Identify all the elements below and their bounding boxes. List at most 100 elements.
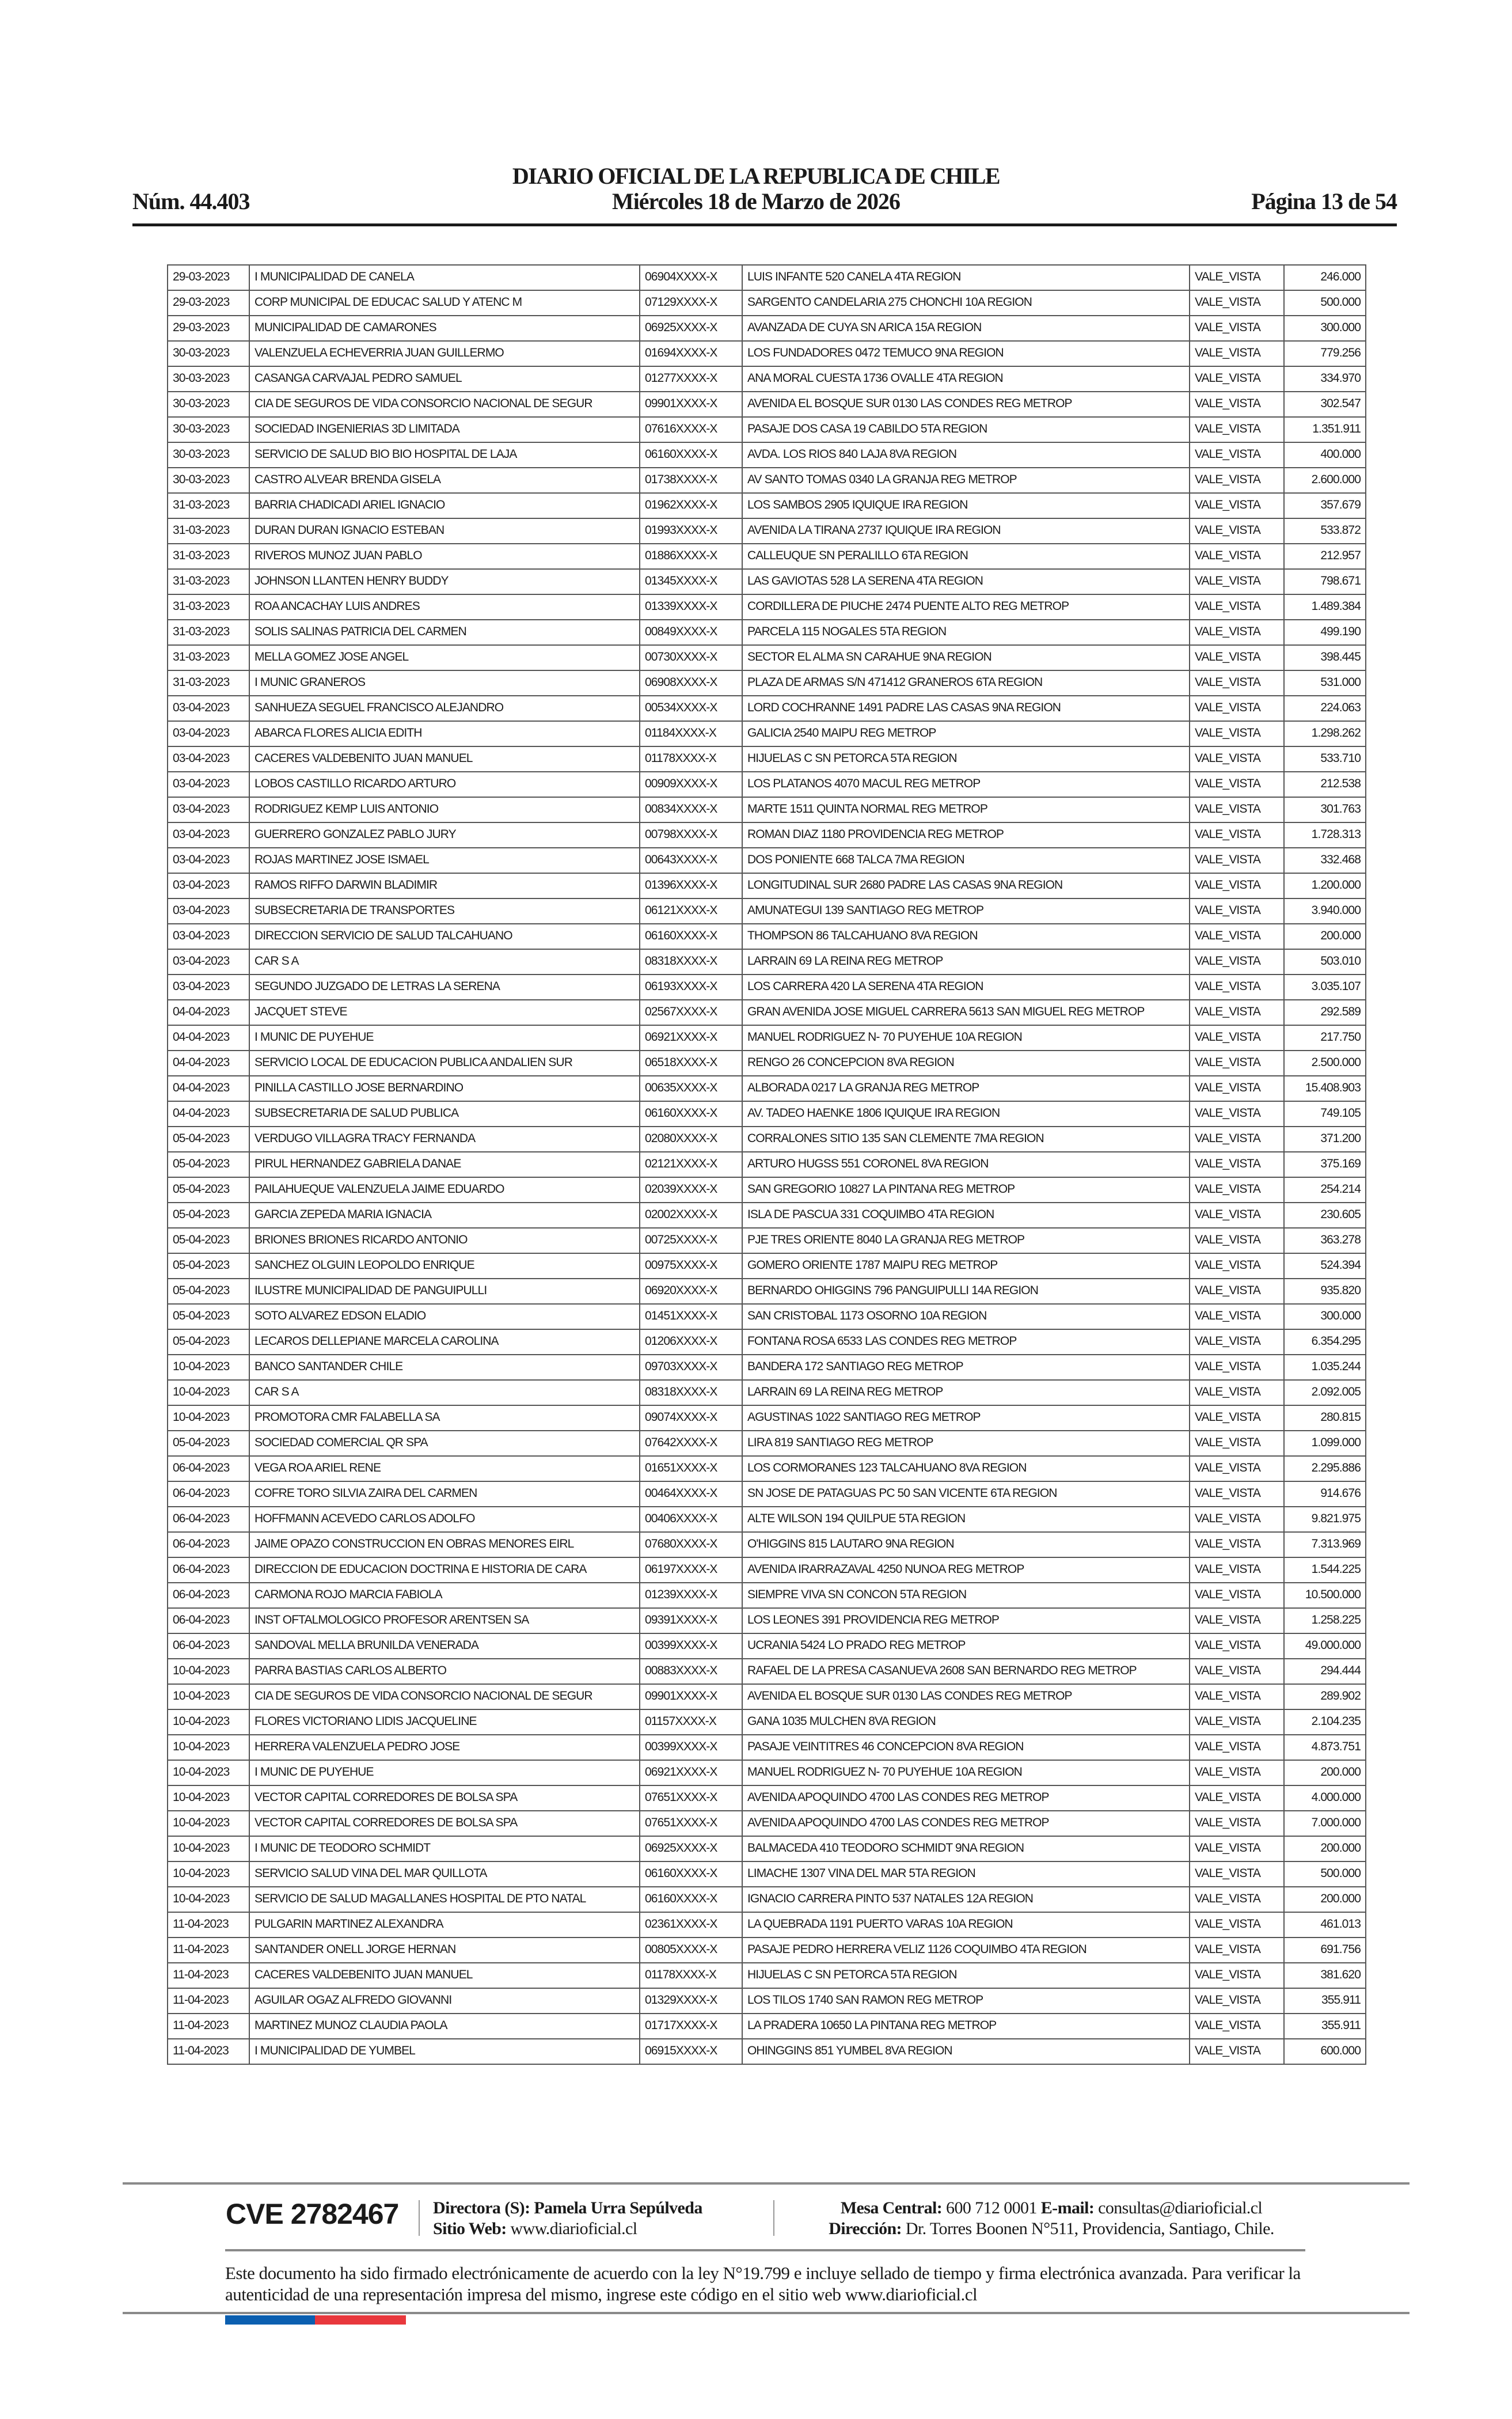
payee-cell: CASTRO ALVEAR BRENDA GISELA	[249, 467, 640, 494]
amount-cell: 49.000.000	[1283, 1633, 1366, 1659]
address-cell: AVANZADA DE CUYA SN ARICA 15A REGION	[742, 315, 1190, 342]
payee-cell: JACQUET STEVE	[249, 999, 640, 1026]
amount-cell: 357.679	[1283, 492, 1366, 519]
table-row: 10-04-2023 SERVICIO SALUD VINA DEL MAR QU…	[167, 1861, 1366, 1887]
rut-cell: 06925XXXX-X	[639, 1836, 743, 1862]
date-cell: 04-04-2023	[167, 999, 250, 1026]
rut-cell: 06920XXXX-X	[639, 1278, 743, 1305]
amount-cell: 334.970	[1283, 366, 1366, 392]
date-cell: 03-04-2023	[167, 898, 250, 924]
address-cell: SARGENTO CANDELARIA 275 CHONCHI 10A REGI…	[742, 290, 1190, 316]
table-row: 06-04-2023 HOFFMANN ACEVEDO CARLOS ADOLFO…	[167, 1506, 1366, 1533]
payment-type-cell: VALE_VISTA	[1189, 1658, 1285, 1685]
payee-cell: CAR S A	[249, 1379, 640, 1406]
address-cell: SN JOSE DE PATAGUAS PC 50 SAN VICENTE 6T…	[742, 1481, 1190, 1507]
amount-cell: 500.000	[1283, 290, 1366, 316]
address-cell: BANDERA 172 SANTIAGO REG METROP	[742, 1354, 1190, 1381]
table-row: 10-04-2023 PARRA BASTIAS CARLOS ALBERTO 00…	[167, 1658, 1366, 1685]
rut-cell: 02567XXXX-X	[639, 999, 743, 1026]
amount-cell: 7.000.000	[1283, 1810, 1366, 1837]
address-cell: SAN CRISTOBAL 1173 OSORNO 10A REGION	[742, 1303, 1190, 1330]
rut-cell: 06915XXXX-X	[639, 2038, 743, 2065]
address-cell: LARRAIN 69 LA REINA REG METROP	[742, 949, 1190, 975]
cve-code: CVE 2782467	[226, 2198, 399, 2230]
address-cell: PASAJE PEDRO HERRERA VELIZ 1126 COQUIMBO…	[742, 1937, 1190, 1963]
payee-cell: MARTINEZ MUNOZ CLAUDIA PAOLA	[249, 2013, 640, 2039]
date-cell: 10-04-2023	[167, 1354, 250, 1381]
amount-cell: 4.873.751	[1283, 1734, 1366, 1761]
website-link[interactable]: www.diarioficial.cl	[510, 2219, 638, 2238]
address-cell: FONTANA ROSA 6533 LAS CONDES REG METROP	[742, 1329, 1190, 1355]
payee-cell: SOCIEDAD COMERCIAL QR SPA	[249, 1430, 640, 1457]
payment-type-cell: VALE_VISTA	[1189, 1912, 1285, 1938]
address-cell: AVENIDA APOQUINDO 4700 LAS CONDES REG ME…	[742, 1785, 1190, 1811]
address-cell: LOS LEONES 391 PROVIDENCIA REG METROP	[742, 1607, 1190, 1634]
amount-cell: 2.104.235	[1283, 1709, 1366, 1735]
date-cell: 30-03-2023	[167, 391, 250, 418]
payment-type-cell: VALE_VISTA	[1189, 1709, 1285, 1735]
payee-cell: ROJAS MARTINEZ JOSE ISMAEL	[249, 847, 640, 874]
address-cell: SIEMPRE VIVA SN CONCON 5TA REGION	[742, 1582, 1190, 1609]
date-cell: 10-04-2023	[167, 1810, 250, 1837]
rut-cell: 09074XXXX-X	[639, 1405, 743, 1431]
table-row: 11-04-2023 AGUILAR OGAZ ALFREDO GIOVANNI 0…	[167, 1988, 1366, 2014]
payment-type-cell: VALE_VISTA	[1189, 695, 1285, 722]
table-row: 06-04-2023 CARMONA ROJO MARCIA FABIOLA 012…	[167, 1582, 1366, 1609]
payment-type-cell: VALE_VISTA	[1189, 442, 1285, 468]
payee-cell: SANTANDER ONELL JORGE HERNAN	[249, 1937, 640, 1963]
payee-cell: DIRECCION SERVICIO DE SALUD TALCAHUANO	[249, 923, 640, 950]
date-cell: 06-04-2023	[167, 1455, 250, 1482]
payee-cell: GARCIA ZEPEDA MARIA IGNACIA	[249, 1202, 640, 1229]
date-cell: 04-04-2023	[167, 1101, 250, 1127]
table-row: 03-04-2023 SANHUEZA SEGUEL FRANCISCO ALEJ…	[167, 695, 1366, 722]
table-row: 03-04-2023 RODRIGUEZ KEMP LUIS ANTONIO 008…	[167, 797, 1366, 823]
footer-mid-divider	[225, 2249, 1305, 2251]
payment-type-cell: VALE_VISTA	[1189, 1531, 1285, 1558]
rut-cell: 00399XXXX-X	[639, 1633, 743, 1659]
address-cell: PASAJE VEINTITRES 46 CONCEPCION 8VA REGI…	[742, 1734, 1190, 1761]
amount-cell: 292.589	[1283, 999, 1366, 1026]
address-cell: GALICIA 2540 MAIPU REG METROP	[742, 721, 1190, 747]
address-cell: AV. TADEO HAENKE 1806 IQUIQUE IRA REGION	[742, 1101, 1190, 1127]
table-row: 30-03-2023 SOCIEDAD INGENIERIAS 3D LIMITA…	[167, 416, 1366, 443]
flag-red-stripe	[315, 2315, 406, 2325]
payment-type-cell: VALE_VISTA	[1189, 797, 1285, 823]
address-cell: LA QUEBRADA 1191 PUERTO VARAS 10A REGION	[742, 1912, 1190, 1938]
table-row: 03-04-2023 GUERRERO GONZALEZ PABLO JURY 00…	[167, 822, 1366, 848]
rut-cell: 06925XXXX-X	[639, 315, 743, 342]
date-cell: 05-04-2023	[167, 1177, 250, 1203]
table-row: 05-04-2023 VERDUGO VILLAGRA TRACY FERNAND…	[167, 1126, 1366, 1152]
table-row: 06-04-2023 VEGA ROA ARIEL RENE 01651XXXX-X…	[167, 1455, 1366, 1482]
table-row: 03-04-2023 SUBSECRETARIA DE TRANSPORTES 06…	[167, 898, 1366, 924]
payment-type-cell: VALE_VISTA	[1189, 1988, 1285, 2014]
table-row: 04-04-2023 JACQUET STEVE 02567XXXX-X GRAN A…	[167, 999, 1366, 1026]
amount-cell: 289.902	[1283, 1684, 1366, 1710]
footer-separator	[773, 2200, 774, 2236]
issue-date: Miércoles 18 de Marzo de 2026	[611, 188, 901, 214]
email-link[interactable]: consultas@diarioficial.cl	[1098, 2198, 1263, 2217]
payee-cell: BARRIA CHADICADI ARIEL IGNACIO	[249, 492, 640, 519]
amount-cell: 2.600.000	[1283, 467, 1366, 494]
date-cell: 06-04-2023	[167, 1633, 250, 1659]
payee-cell: SUBSECRETARIA DE SALUD PUBLICA	[249, 1101, 640, 1127]
payee-cell: SERVICIO DE SALUD MAGALLANES HOSPITAL DE…	[249, 1886, 640, 1913]
date-cell: 06-04-2023	[167, 1582, 250, 1609]
amount-cell: 200.000	[1283, 1760, 1366, 1786]
payee-cell: SANHUEZA SEGUEL FRANCISCO ALEJANDRO	[249, 695, 640, 722]
table-row: 06-04-2023 DIRECCION DE EDUCACION DOCTRIN…	[167, 1557, 1366, 1583]
address-cell: O'HIGGINS 815 LAUTARO 9NA REGION	[742, 1531, 1190, 1558]
payment-type-cell: VALE_VISTA	[1189, 1025, 1285, 1051]
payment-type-cell: VALE_VISTA	[1189, 467, 1285, 494]
date-cell: 11-04-2023	[167, 1937, 250, 1963]
address-cell: LIMACHE 1307 VINA DEL MAR 5TA REGION	[742, 1861, 1190, 1887]
footer-separator	[419, 2200, 420, 2236]
date-cell: 31-03-2023	[167, 594, 250, 620]
address-cell: LAS GAVIOTAS 528 LA SERENA 4TA REGION	[742, 568, 1190, 595]
table-row: 03-04-2023 DIRECCION SERVICIO DE SALUD TA…	[167, 923, 1366, 950]
payment-type-cell: VALE_VISTA	[1189, 340, 1285, 367]
payee-cell: I MUNIC DE PUYEHUE	[249, 1760, 640, 1786]
amount-cell: 691.756	[1283, 1937, 1366, 1963]
payee-cell: HERRERA VALENZUELA PEDRO JOSE	[249, 1734, 640, 1761]
issue-number: Núm. 44.403	[132, 188, 250, 214]
table-row: 30-03-2023 SERVICIO DE SALUD BIO BIO HOSP…	[167, 442, 1366, 468]
